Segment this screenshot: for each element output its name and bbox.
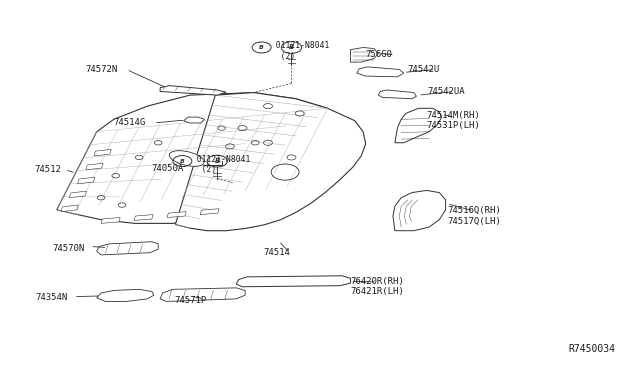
Text: 74512: 74512 xyxy=(35,165,61,174)
Polygon shape xyxy=(351,48,378,62)
Polygon shape xyxy=(86,163,103,170)
Text: B: B xyxy=(180,158,185,164)
Ellipse shape xyxy=(170,151,204,166)
Polygon shape xyxy=(200,209,219,215)
Polygon shape xyxy=(393,190,445,231)
Polygon shape xyxy=(236,276,351,287)
Polygon shape xyxy=(395,108,442,143)
Polygon shape xyxy=(184,117,205,123)
Text: 74514M(RH)
74531P(LH): 74514M(RH) 74531P(LH) xyxy=(427,111,481,131)
Text: 74570N: 74570N xyxy=(52,244,84,253)
Text: 74542U: 74542U xyxy=(408,65,440,74)
Polygon shape xyxy=(77,177,95,184)
Polygon shape xyxy=(160,288,245,301)
Polygon shape xyxy=(101,218,120,223)
Text: 74354N: 74354N xyxy=(36,293,68,302)
Polygon shape xyxy=(97,242,158,255)
Text: 74542UA: 74542UA xyxy=(428,87,465,96)
Text: B: B xyxy=(289,45,294,51)
Text: 74050A: 74050A xyxy=(152,164,184,173)
Text: 74571P: 74571P xyxy=(174,296,206,305)
Text: 74516Q(RH)
74517Q(LH): 74516Q(RH) 74517Q(LH) xyxy=(447,206,500,226)
Polygon shape xyxy=(378,90,417,99)
Polygon shape xyxy=(356,67,404,77)
Polygon shape xyxy=(61,205,78,212)
Text: B: B xyxy=(214,158,220,164)
Polygon shape xyxy=(94,149,111,156)
Polygon shape xyxy=(160,86,226,95)
Text: 01121-N8041
   (2): 01121-N8041 (2) xyxy=(187,155,250,174)
Text: 74572N: 74572N xyxy=(85,65,118,74)
Polygon shape xyxy=(57,93,328,223)
Text: 74514G: 74514G xyxy=(114,118,146,128)
Text: 01121-N8041
   (2): 01121-N8041 (2) xyxy=(266,41,330,61)
Text: B: B xyxy=(259,45,264,50)
Polygon shape xyxy=(134,215,153,221)
Polygon shape xyxy=(97,289,154,301)
Polygon shape xyxy=(167,212,186,218)
Text: 756G0: 756G0 xyxy=(365,50,392,59)
Polygon shape xyxy=(69,191,86,198)
Text: R7450034: R7450034 xyxy=(568,344,615,354)
Text: 74514: 74514 xyxy=(263,248,290,257)
Polygon shape xyxy=(175,93,365,231)
Text: 76420R(RH)
76421R(LH): 76420R(RH) 76421R(LH) xyxy=(351,277,404,296)
